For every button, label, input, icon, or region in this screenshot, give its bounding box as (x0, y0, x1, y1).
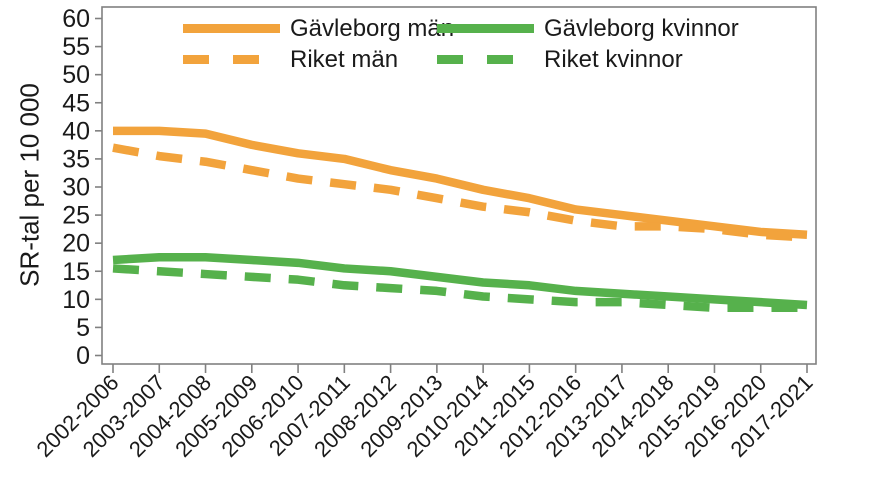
series-line-1 (112, 143, 808, 242)
y-tick-label: 30 (62, 174, 90, 202)
y-tick-label: 25 (62, 202, 90, 230)
legend-swatch-dashed-green-icon (437, 55, 534, 64)
y-tick-label: 0 (76, 342, 90, 370)
legend-swatch-solid-green-icon (437, 24, 534, 33)
series-line-0 (113, 126, 808, 239)
y-tick-label: 50 (62, 61, 90, 89)
y-tick-label: 20 (62, 230, 90, 258)
y-tick-label: 40 (62, 117, 90, 145)
legend-column-men: Gävleborg män Riket män (183, 13, 454, 75)
legend-item-riket-kvinnor: Riket kvinnor (437, 44, 777, 75)
legend-item-gavleborg-man: Gävleborg män (183, 13, 454, 44)
legend-column-women: Gävleborg kvinnor Riket kvinnor (437, 13, 777, 75)
legend-label-gavleborg-kvinnor: Gävleborg kvinnor (544, 14, 739, 42)
legend: Gävleborg män Riket män Gävleborg kvinno… (183, 13, 777, 75)
y-tick-label: 10 (62, 286, 90, 314)
legend-label-riket-man: Riket män (290, 45, 399, 73)
y-axis-title: SR-tal per 10 000 (14, 83, 45, 287)
y-tick-label: 55 (62, 33, 90, 61)
y-tick-label: 35 (62, 145, 90, 173)
legend-item-gavleborg-kvinnor: Gävleborg kvinnor (437, 13, 777, 44)
y-tick-label: 60 (62, 5, 90, 33)
series-line-2 (112, 252, 808, 310)
legend-swatch-dashed-orange-icon (183, 55, 280, 64)
series-line-3 (112, 264, 807, 313)
y-tick-label: 15 (62, 258, 90, 286)
legend-label-riket-kvinnor: Riket kvinnor (544, 45, 683, 73)
legend-item-riket-man: Riket män (183, 44, 437, 75)
legend-swatch-solid-orange-icon (183, 24, 280, 33)
plot-frame (101, 6, 817, 365)
y-tick-label: 45 (62, 89, 90, 117)
legend-label-gavleborg-man: Gävleborg män (290, 14, 455, 42)
y-tick-label: 5 (76, 314, 90, 342)
